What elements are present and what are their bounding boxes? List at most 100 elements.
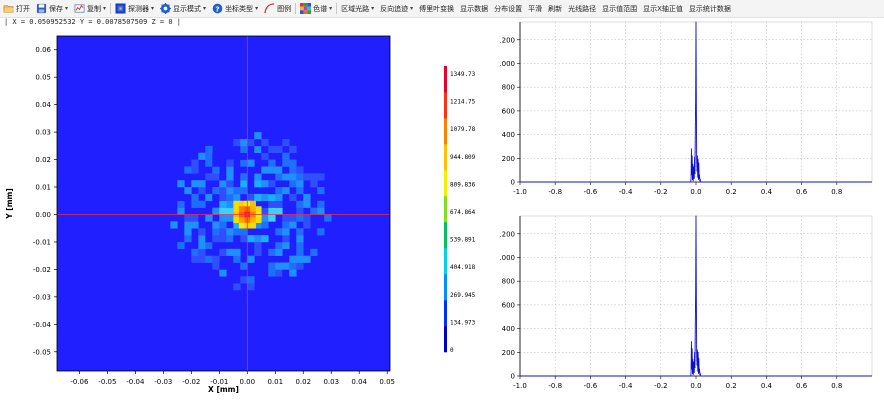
x-tick-label: 0.8 [831,188,842,196]
heatmap-cell [275,173,283,181]
heatmap-cell [275,187,283,195]
spot-heatmap-chart[interactable]: -0.06 -0.05 -0.04 -0.03 -0.02 -0.01 0.00 0.01 0.… [0,20,420,400]
toolbar-dist-settings-button[interactable]: 分布设置 [491,0,525,17]
toolbar-button-label: 坐标类型 [225,4,254,13]
heatmap-cell [233,187,241,195]
heatmap-cell [212,166,220,174]
heatmap-cell [261,145,269,154]
heatmap-cell [289,166,297,174]
heatmap-cell [205,173,213,181]
heatmap-cell [296,180,304,188]
heatmap-cell [289,255,297,263]
heatmap-cell [275,262,283,270]
x-tick-label: 0.00 [239,378,255,386]
heatmap-cell [289,193,297,202]
heatmap-cell [254,145,262,154]
heatmap-cell [275,235,283,243]
dropdown-caret-icon: ▾ [65,5,69,12]
toolbar-ray-path-button[interactable]: 光线路径 [565,0,599,17]
heatmap-cell [247,235,255,243]
y-tick-label: 600 [502,301,515,309]
colorbar-segment [444,300,447,327]
x-tick-label: -0.6 [584,188,598,196]
heatmap-cell [198,200,206,208]
heatmap-cell [191,255,199,263]
toolbar-copy-button[interactable]: 复制 ▾ [71,0,109,17]
heatmap-cell [289,180,297,188]
toolbar-legend-button[interactable]: 图例 [261,0,294,17]
heatmap-cell [240,173,248,181]
toolbar-button-label: 探测器 [128,4,150,13]
toolbar-reverse-trace-button[interactable]: 反向追迹 ▾ [377,0,416,17]
toolbar-button-label: 色谱 [313,4,328,13]
coordinates-readout: | X = 0.050952532 Y = 0.0078507509 Z = 0… [4,18,182,26]
x-tick-label: -1.0 [513,382,527,390]
heatmap-cell [268,207,276,215]
heatmap-cell [233,235,241,243]
toolbar-coord-type-button[interactable]: ? 坐标类型 ▾ [209,0,261,17]
heatmap-cell [212,193,220,202]
heatmap-hot-cell [238,217,245,223]
heatmap-cell [219,221,227,229]
y-tick-label: -0.05 [33,348,51,356]
heatmap-cell [226,159,234,167]
heatmap-cell [240,235,248,243]
heatmap-cell [219,214,227,222]
toolbar-save-button[interactable]: 保存 ▾ [33,0,71,17]
toolbar-separator [336,3,338,14]
heatmap-cell [198,180,206,188]
heatmap-cell [198,228,206,236]
y-tick-label: 0.04 [35,101,51,109]
heatmap-cell [261,214,269,222]
toolbar-x-positive-button[interactable]: 显示X轴正值 [640,0,686,17]
heatmap-cell [324,214,332,222]
toolbar-smooth-button[interactable]: 平滑 [525,0,545,17]
toolbar-fourier-button[interactable]: 傅里叶变换 [416,0,457,17]
toolbar-button-label: 显示值范围 [602,4,638,13]
heatmap-cell [317,187,325,195]
heatmap-cell [233,228,241,236]
heatmap-cell [254,193,262,202]
heatmap-cell [268,248,276,256]
toolbar-refresh-button[interactable]: 刷新 [545,0,565,17]
heatmap-cell [205,193,213,202]
heatmap-cell [219,207,227,215]
heatmap-cell [219,235,227,243]
toolbar-detector-button[interactable]: 探测器 ▾ [112,0,157,17]
heatmap-cell [296,241,304,250]
y-tick-label: 0.06 [35,46,51,54]
toolbar-statistics-button[interactable]: 显示统计数据 [686,0,734,17]
heatmap-cell [191,200,199,208]
heatmap-cell [205,235,213,243]
toolbar-button-label: 保存 [49,4,63,13]
heatmap-hot-cell [233,206,240,213]
toolbar-display-mode-button[interactable]: 显示模式 ▾ [157,0,209,17]
heatmap-cell [240,228,248,236]
heatmap-cell [261,207,269,215]
heatmap-cell [254,241,262,250]
toolbar-show-data-button[interactable]: 显示数据 [457,0,491,17]
heatmap-cell [191,180,199,188]
profile-chart-top[interactable]: -1.0 -0.8 -0.6 -0.4 -0.2 0.0 0.2 0.4 0.6 0.8 0 200 4… [500,18,880,202]
curve-icon [264,3,277,14]
profile-chart-bottom[interactable]: -1.0 -0.8 -0.6 -0.4 -0.2 0.0 0.2 0.4 0.6 0.8 0 200 4… [500,212,880,396]
heatmap-cell [289,221,297,229]
colorbar-label: 1214.75 [450,99,476,106]
toolbar-value-range-button[interactable]: 显示值范围 [599,0,640,17]
heatmap-hot-cell [238,206,245,213]
toolbar-region-ray-button[interactable]: 区域光路 ▾ [338,0,377,17]
heatmap-cell [254,221,262,229]
x-tick-label: -0.05 [98,378,116,386]
toolbar-colormap-button[interactable]: 色谱 ▾ [297,0,335,17]
colorbar-label: 809.836 [450,181,476,188]
folder-open-icon [3,3,16,14]
toolbar-open-button[interactable]: 打开 [0,0,33,17]
colorbar-label: 1349.73 [450,71,476,78]
heatmap-cell [191,193,199,202]
heatmap-cell [205,207,213,215]
colorbar-label: 944.809 [450,154,476,161]
y-tick-label: 1000 [500,60,515,68]
x-tick-label: -0.02 [182,378,200,386]
heatmap-cell [275,228,283,236]
y-tick-label: -0.03 [33,293,51,301]
